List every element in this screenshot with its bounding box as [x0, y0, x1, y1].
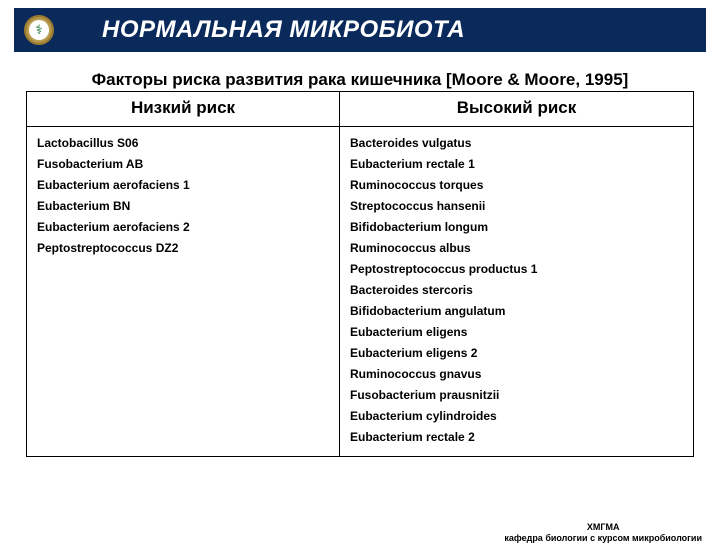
list-item: Eubacterium cylindroides [350, 406, 683, 427]
table-header-row: Низкий риск Высокий риск [27, 92, 693, 127]
list-item: Peptostreptococcus productus 1 [350, 259, 683, 280]
list-item: Bifidobacterium longum [350, 217, 683, 238]
col-header-high-risk: Высокий риск [340, 92, 693, 126]
footer: ХМГМА кафедра биологии с курсом микробио… [504, 522, 702, 545]
footer-line1: ХМГМА [504, 522, 702, 533]
col-header-low-risk: Низкий риск [27, 92, 340, 126]
list-item: Peptostreptococcus DZ2 [37, 238, 329, 259]
list-item: Eubacterium eligens [350, 322, 683, 343]
list-item: Eubacterium eligens 2 [350, 343, 683, 364]
list-item: Eubacterium BN [37, 196, 329, 217]
table-body: Lactobacillus S06Fusobacterium ABEubacte… [27, 127, 693, 456]
list-item: Ruminococcus albus [350, 238, 683, 259]
list-item: Ruminococcus gnavus [350, 364, 683, 385]
high-risk-cell: Bacteroides vulgatusEubacterium rectale … [340, 127, 693, 456]
risk-table: Низкий риск Высокий риск Lactobacillus S… [26, 91, 694, 457]
list-item: Bacteroides vulgatus [350, 133, 683, 154]
list-item: Eubacterium aerofaciens 1 [37, 175, 329, 196]
logo-badge: ⚕ [24, 15, 54, 45]
title-bar: ⚕ НОРМАЛЬНАЯ МИКРОБИОТА [14, 8, 706, 52]
list-item: Lactobacillus S06 [37, 133, 329, 154]
list-item: Bacteroides stercoris [350, 280, 683, 301]
list-item: Eubacterium rectale 2 [350, 427, 683, 448]
list-item: Bifidobacterium angulatum [350, 301, 683, 322]
list-item: Fusobacterium prausnitzii [350, 385, 683, 406]
list-item: Streptococcus hansenii [350, 196, 683, 217]
footer-line2: кафедра биологии с курсом микробиологии [504, 533, 702, 544]
list-item: Ruminococcus torques [350, 175, 683, 196]
list-item: Fusobacterium AB [37, 154, 329, 175]
caduceus-icon: ⚕ [29, 20, 49, 40]
list-item: Eubacterium aerofaciens 2 [37, 217, 329, 238]
low-risk-cell: Lactobacillus S06Fusobacterium ABEubacte… [27, 127, 340, 456]
slide-title: НОРМАЛЬНАЯ МИКРОБИОТА [102, 16, 465, 44]
slide-subtitle: Факторы риска развития рака кишечника [M… [0, 66, 720, 95]
list-item: Eubacterium rectale 1 [350, 154, 683, 175]
